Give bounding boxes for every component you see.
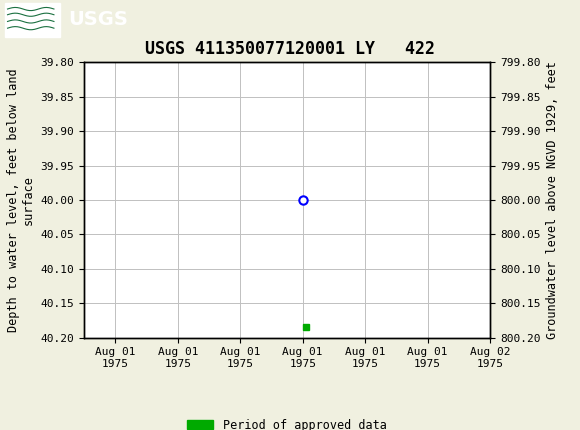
Y-axis label: Groundwater level above NGVD 1929, feet: Groundwater level above NGVD 1929, feet: [546, 61, 559, 339]
Text: USGS 411350077120001 LY   422: USGS 411350077120001 LY 422: [145, 40, 435, 58]
FancyBboxPatch shape: [5, 3, 60, 37]
Y-axis label: Depth to water level, feet below land
surface: Depth to water level, feet below land su…: [7, 68, 35, 332]
Legend: Period of approved data: Period of approved data: [183, 414, 392, 430]
Text: USGS: USGS: [68, 10, 128, 29]
